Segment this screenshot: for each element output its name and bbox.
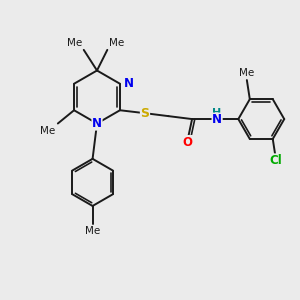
- Text: N: N: [212, 113, 222, 126]
- Text: Me: Me: [85, 226, 100, 236]
- Text: Me: Me: [239, 68, 254, 78]
- Text: O: O: [183, 136, 193, 148]
- Text: Me: Me: [109, 38, 124, 47]
- Text: Me: Me: [67, 38, 82, 47]
- Text: Cl: Cl: [269, 154, 282, 167]
- Text: N: N: [92, 117, 102, 130]
- Text: S: S: [140, 107, 149, 120]
- Text: N: N: [124, 77, 134, 90]
- Text: H: H: [212, 108, 222, 118]
- Text: Me: Me: [40, 126, 56, 136]
